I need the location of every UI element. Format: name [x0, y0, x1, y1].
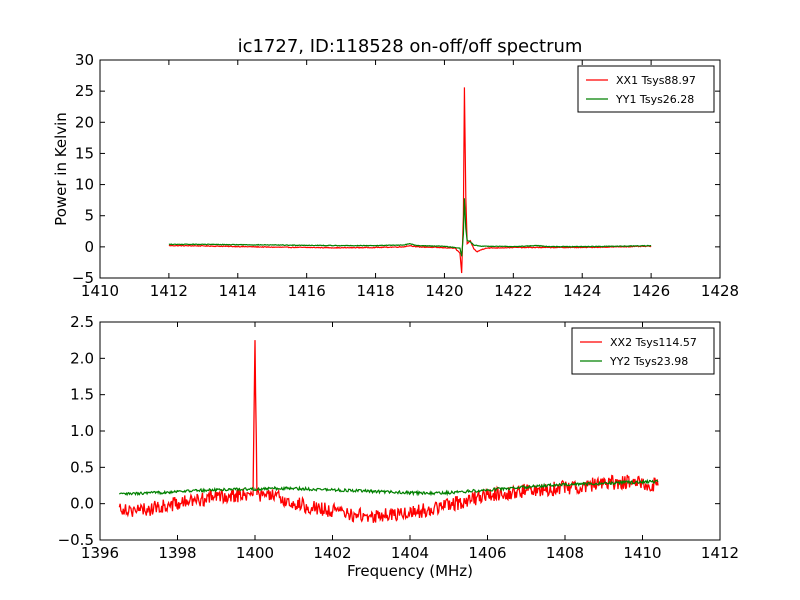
y-tick-label: 30 — [75, 51, 94, 69]
x-tick-label: 1422 — [494, 282, 532, 300]
y-axis-label: Power in Kelvin — [52, 112, 70, 226]
y-tick-label: −5 — [72, 269, 94, 287]
x-tick-label: 1428 — [701, 282, 739, 300]
x-tick-label: 1424 — [563, 282, 601, 300]
x-tick-label: 1406 — [468, 544, 506, 562]
legend-box — [571, 327, 715, 375]
x-tick-label: 1410 — [623, 544, 661, 562]
x-tick-label: 1414 — [219, 282, 257, 300]
x-tick-label: 1412 — [150, 282, 188, 300]
legend-entry: YY2 Tsys23.98 — [609, 355, 688, 368]
series-line-1-1 — [168, 87, 652, 274]
series-line-2-1 — [118, 340, 659, 523]
x-tick-label: 1418 — [356, 282, 394, 300]
x-tick-label: 1398 — [158, 544, 196, 562]
x-tick-label: 1412 — [701, 544, 739, 562]
y-tick-label: 0 — [84, 238, 94, 256]
x-tick-label: 1402 — [313, 544, 351, 562]
legend-entry: XX2 Tsys114.57 — [610, 336, 697, 349]
y-tick-label: 1.0 — [70, 422, 94, 440]
legend-entry: YY1 Tsys26.28 — [615, 93, 694, 106]
chart-panel-2: 1396 1398 1400 1402 1404 1406 1408 1410 1412 −0.5… — [58, 313, 740, 580]
x-axis-label: Frequency (MHz) — [347, 562, 473, 580]
y-tick-label: 0.5 — [70, 458, 94, 476]
legend: XX2 Tsys114.57 YY2 Tsys23.98 — [571, 327, 715, 375]
x-tick-label: 1426 — [632, 282, 670, 300]
x-tick-label: 1400 — [236, 544, 274, 562]
plot-frame — [99, 59, 721, 279]
x-tick-label: 1416 — [288, 282, 326, 300]
legend: XX1 Tsys88.97 YY1 Tsys26.28 — [577, 65, 715, 113]
series-line-1-2 — [168, 198, 652, 257]
series-line-2-2 — [118, 478, 659, 497]
legend-box — [577, 65, 715, 113]
y-tick-label: 20 — [75, 113, 94, 131]
x-tick-label: 1410 — [81, 282, 119, 300]
y-tick-label: 1.5 — [70, 386, 94, 404]
y-tick-label: 0.0 — [70, 495, 94, 513]
x-tick-label: 1396 — [81, 544, 119, 562]
y-tick-label: 15 — [75, 144, 94, 162]
y-tick-label: −0.5 — [58, 531, 94, 549]
x-tick-label: 1408 — [546, 544, 584, 562]
y-tick-label: 5 — [84, 207, 94, 225]
x-tick-label: 1404 — [391, 544, 429, 562]
y-tick-label: 25 — [75, 82, 94, 100]
x-tick-label: 1420 — [425, 282, 463, 300]
y-tick-label: 10 — [75, 176, 94, 194]
legend-entry: XX1 Tsys88.97 — [616, 74, 696, 87]
y-tick-label: 2.0 — [70, 349, 94, 367]
chart-title: ic1727, ID:118528 on-off/off spectrum — [238, 36, 583, 57]
y-tick-label: 2.5 — [70, 313, 94, 331]
chart-panel-1: 1410 1412 1414 1416 1418 1420 1422 1424 1426 1428… — [52, 36, 739, 300]
